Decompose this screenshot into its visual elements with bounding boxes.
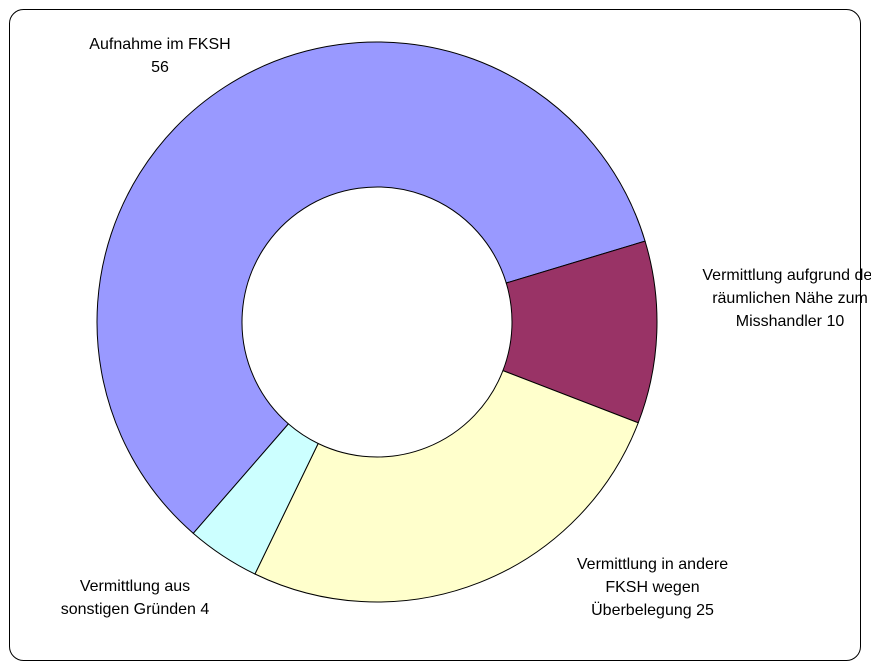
value-label: 25 — [696, 602, 714, 619]
donut-slice — [96, 41, 646, 535]
slice-label: Vermittlung aus sonstigen Gründen 4 — [50, 575, 220, 621]
value-label: 56 — [151, 59, 169, 76]
value-label: 10 — [826, 313, 845, 330]
category-label: Aufnahme im FKSH — [89, 36, 231, 53]
category-label: Vermittlung aufgrund der räumlichen Nähe… — [702, 267, 871, 330]
slice-label: Vermittlung in andere FKSH wegen Überbel… — [575, 553, 730, 622]
donut-slice — [192, 423, 319, 575]
value-label: 4 — [200, 601, 210, 618]
donut-slice — [254, 369, 639, 603]
slice-label: Aufnahme im FKSH 56 — [85, 33, 235, 79]
category-label: Vermittlung in andere FKSH wegen Überbel… — [576, 556, 729, 619]
slice-label: Vermittlung aufgrund der räumlichen Nähe… — [700, 264, 871, 333]
category-label: Vermittlung aus sonstigen Gründen — [60, 578, 196, 618]
